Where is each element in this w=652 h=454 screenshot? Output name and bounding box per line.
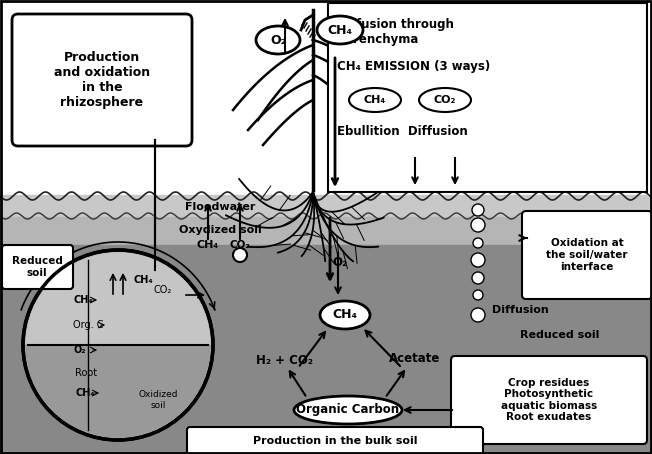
Circle shape xyxy=(472,204,484,216)
Text: Production
and oxidation
in the
rhizosphere: Production and oxidation in the rhizosph… xyxy=(54,51,150,109)
Ellipse shape xyxy=(349,88,401,112)
Text: Acetate: Acetate xyxy=(389,351,441,365)
Text: Oxydized soil: Oxydized soil xyxy=(179,225,261,235)
Text: Reduced
soil: Reduced soil xyxy=(12,256,63,278)
Text: Floodwater: Floodwater xyxy=(185,202,255,212)
Text: O₂: O₂ xyxy=(270,34,286,46)
FancyBboxPatch shape xyxy=(12,14,192,146)
Ellipse shape xyxy=(294,396,402,424)
Bar xyxy=(0,217,652,245)
Text: Reduced soil: Reduced soil xyxy=(520,330,600,340)
Text: CO₂: CO₂ xyxy=(154,285,172,295)
Wedge shape xyxy=(26,253,210,345)
Text: Diffusion through
aerenchyma: Diffusion through aerenchyma xyxy=(337,18,454,46)
Text: Production in the bulk soil: Production in the bulk soil xyxy=(253,436,417,446)
Ellipse shape xyxy=(419,88,471,112)
Text: CH₄: CH₄ xyxy=(73,295,93,305)
Text: CH₄: CH₄ xyxy=(197,240,219,250)
Text: CO₂: CO₂ xyxy=(230,240,250,250)
FancyBboxPatch shape xyxy=(187,427,483,454)
Text: CH₄: CH₄ xyxy=(364,95,386,105)
FancyBboxPatch shape xyxy=(522,211,652,299)
Text: O₂: O₂ xyxy=(73,345,85,355)
Bar xyxy=(0,0,652,195)
Text: Root: Root xyxy=(75,368,97,378)
Text: CO₂: CO₂ xyxy=(434,95,456,105)
Circle shape xyxy=(233,248,247,262)
Text: CH₄: CH₄ xyxy=(333,309,357,321)
FancyBboxPatch shape xyxy=(2,245,73,289)
Text: H₂ + CO₂: H₂ + CO₂ xyxy=(256,354,314,366)
Text: Oxidation at
the soil/water
interface: Oxidation at the soil/water interface xyxy=(546,238,628,271)
Text: Org. C: Org. C xyxy=(73,320,104,330)
Text: CH₄ EMISSION (3 ways): CH₄ EMISSION (3 ways) xyxy=(337,60,490,73)
FancyBboxPatch shape xyxy=(328,3,647,192)
Circle shape xyxy=(473,238,483,248)
Ellipse shape xyxy=(317,16,363,44)
Circle shape xyxy=(471,308,485,322)
Bar xyxy=(0,195,652,217)
Text: CH₄: CH₄ xyxy=(327,24,353,36)
Circle shape xyxy=(473,290,483,300)
Circle shape xyxy=(23,250,213,440)
Circle shape xyxy=(471,218,485,232)
Circle shape xyxy=(471,253,485,267)
Text: CH₄: CH₄ xyxy=(75,388,95,398)
Circle shape xyxy=(472,272,484,284)
Text: O₂: O₂ xyxy=(333,256,348,268)
Text: Oxidized
soil: Oxidized soil xyxy=(138,390,178,410)
Bar xyxy=(0,245,652,454)
Text: Diffusion: Diffusion xyxy=(492,305,548,315)
Text: Crop residues
Photosynthetic
aquatic biomass
Root exudates: Crop residues Photosynthetic aquatic bio… xyxy=(501,378,597,422)
Wedge shape xyxy=(26,345,210,437)
Ellipse shape xyxy=(256,26,300,54)
Ellipse shape xyxy=(320,301,370,329)
FancyBboxPatch shape xyxy=(451,356,647,444)
Text: Organic Carbon: Organic Carbon xyxy=(297,404,400,416)
Text: CH₄: CH₄ xyxy=(133,275,153,285)
Text: Ebullition  Diffusion: Ebullition Diffusion xyxy=(337,125,467,138)
